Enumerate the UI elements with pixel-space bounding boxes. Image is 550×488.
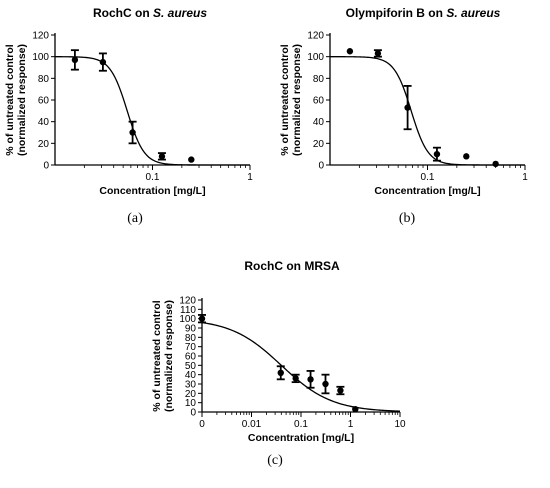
chart-title: RochC on MRSA (244, 259, 340, 273)
data-point (71, 56, 79, 64)
chart-panel-b: Olympiforin B on S. aureus 0 20 40 60 80 100 12… (279, 6, 528, 197)
data-point (463, 153, 470, 160)
y-axis-label: % of untreated control (normalized respon… (4, 44, 28, 156)
y-tick-label: 30 (185, 380, 197, 391)
y-tick-label: 20 (38, 139, 50, 150)
x-tick-label: 1 (522, 172, 528, 183)
chart-title-prefix: RochC on (93, 6, 153, 20)
y-tick-label: 120 (179, 296, 196, 307)
data-point (352, 406, 359, 413)
y-axis-label: % of untreated control (normalized respon… (279, 44, 303, 156)
y-tick-label: 70 (185, 342, 197, 353)
x-axis-label: Concentration [mg/L] (248, 432, 354, 444)
x-tick-label: 0.1 (146, 172, 160, 183)
data-point (374, 50, 382, 57)
data-point (198, 315, 206, 322)
y-tick-label: 100 (307, 52, 324, 63)
y-tick-label: 100 (179, 314, 196, 325)
y-tick-label: 60 (313, 96, 325, 107)
x-tick-label: 0 (199, 419, 205, 430)
chart-title-italic: S. aureus (153, 6, 207, 20)
chart-title-prefix: RochC on MRSA (244, 259, 340, 273)
fit-curve (55, 56, 250, 166)
x-tick-label: 0.01 (242, 419, 262, 430)
y-tick-label: 120 (307, 31, 324, 42)
y-tick-label: 10 (185, 398, 197, 409)
y-tick-label: 40 (313, 117, 325, 128)
y-tick-label: 0 (318, 161, 324, 172)
fit-curve (201, 321, 401, 412)
data-point (292, 375, 299, 382)
data-point (492, 160, 499, 168)
fit-curve (329, 56, 525, 166)
chart-panel-a: RochC on S. aureus 0 20 40 60 80 100 120 0.1 1 Con… (4, 6, 253, 197)
x-tick-label: 1 (348, 419, 354, 430)
chart-title: RochC on S. aureus (93, 6, 207, 20)
data-point (277, 369, 284, 376)
y-tick-label: 20 (185, 389, 197, 400)
y-axis-label-line1: % of untreated control (4, 44, 16, 156)
data-point (99, 58, 107, 66)
y-tick-label: 80 (313, 74, 325, 85)
panel-caption: (b) (399, 211, 416, 226)
data-point (346, 48, 354, 55)
x-axis-label: Concentration [mg/L] (99, 185, 205, 197)
data-point (307, 376, 314, 383)
data-point (322, 380, 329, 388)
y-tick-label: 40 (38, 117, 50, 128)
y-tick-label: 90 (185, 324, 197, 335)
x-tick-label: 10 (394, 419, 406, 430)
y-tick-label: 0 (43, 161, 49, 172)
x-tick-label: 1 (247, 172, 253, 183)
data-point (433, 150, 441, 158)
y-tick-label: 40 (185, 370, 197, 381)
y-axis-label-line2: (normalized response) (16, 44, 28, 156)
y-tick-label: 120 (32, 31, 49, 42)
y-axis-label-line1: % of untreated control (279, 44, 291, 156)
panel-caption: (a) (127, 211, 143, 226)
data-point (404, 104, 411, 111)
y-tick-label: 100 (32, 52, 49, 63)
data-point (337, 387, 344, 394)
y-tick-label: 0 (190, 408, 196, 419)
y-axis-label-line2: (normalized response) (163, 300, 175, 412)
chart-title-italic: S. aureus (446, 6, 500, 20)
y-axis-label-line2: (normalized response) (291, 44, 303, 156)
chart-title-prefix: Olympiforin B on (346, 6, 447, 20)
y-tick-label: 60 (38, 96, 50, 107)
data-point (129, 129, 136, 136)
data-point (158, 153, 166, 160)
chart-title: Olympiforin B on S. aureus (346, 6, 501, 20)
y-axis-label: % of untreated control (normalized respon… (151, 300, 175, 412)
y-tick-label: 80 (38, 74, 50, 85)
data-point (188, 156, 195, 163)
y-tick-label: 50 (185, 361, 197, 372)
x-tick-label: 0.1 (421, 172, 435, 183)
chart-panel-c: RochC on MRSA010203040506070809010011012… (151, 259, 406, 444)
y-tick-label: 20 (313, 139, 325, 150)
panel-caption: (c) (267, 453, 283, 468)
y-tick-label: 80 (185, 333, 197, 344)
x-tick-label: 0.1 (294, 419, 308, 430)
y-tick-label: 110 (180, 305, 196, 316)
x-axis-label: Concentration [mg/L] (374, 185, 480, 197)
y-tick-label: 60 (185, 352, 197, 363)
y-axis-label-line1: % of untreated control (151, 300, 163, 412)
